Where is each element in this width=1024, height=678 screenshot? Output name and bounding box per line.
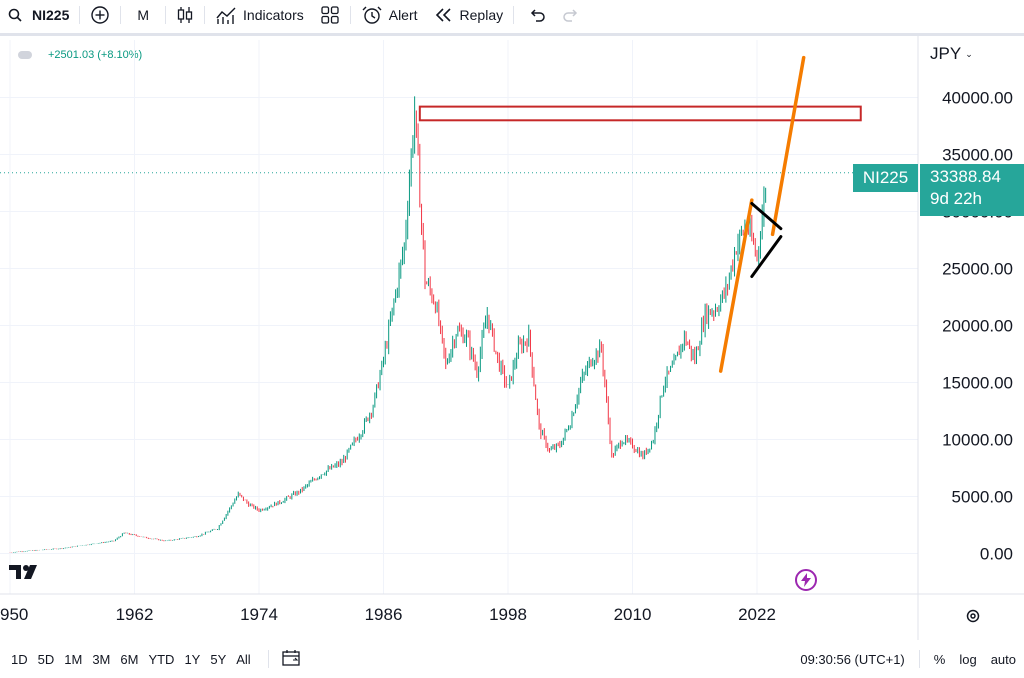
axis-settings-button[interactable] [964, 607, 982, 630]
range-6m[interactable]: 6M [120, 651, 139, 667]
plus-circle-icon [91, 6, 110, 24]
undo-icon [531, 9, 545, 22]
range-all[interactable]: All [236, 651, 251, 667]
tv-logo-icon [9, 565, 37, 579]
indicators-icon [216, 7, 236, 24]
separator [513, 6, 515, 24]
rewind-icon [435, 8, 451, 22]
separator [918, 650, 920, 668]
price-tick-label: 35000.00 [942, 146, 1013, 165]
time-tick-label: 1998 [489, 605, 527, 624]
redo-button[interactable] [558, 0, 584, 30]
separator [349, 6, 351, 24]
interval-label: M [137, 7, 150, 23]
time-tick-label: 1962 [116, 605, 154, 624]
chart-type-button[interactable] [168, 0, 202, 30]
bottom-right-controls: 09:30:56 (UTC+1) % log auto [800, 640, 1024, 678]
replay-button[interactable]: Replay [426, 0, 512, 30]
separator [204, 6, 206, 24]
chart-canvas[interactable]: 40000.0035000.0030000.0025000.0020000.00… [0, 0, 1024, 640]
alert-button[interactable]: Alert [353, 0, 426, 30]
layouts-button[interactable] [312, 0, 348, 30]
time-tick-label: 1974 [240, 605, 278, 624]
range-ytd[interactable]: YTD [148, 651, 175, 667]
bottom-toolbar: 1D 5D 1M 3M 6M YTD 1Y 5Y All 09:30:56 (U… [0, 640, 1024, 678]
date-range-button[interactable] [281, 648, 303, 671]
orange-trendline [770, 55, 806, 237]
symbol-name: NI225 [32, 7, 70, 23]
bar-countdown: 9d 22h [930, 189, 982, 208]
range-3m[interactable]: 3M [92, 651, 111, 667]
percent-toggle[interactable]: % [933, 651, 946, 667]
alert-label: Alert [388, 7, 418, 23]
separator [267, 650, 269, 668]
resistance-zone-rectangle [418, 105, 862, 122]
time-tick-label: 2010 [614, 605, 652, 624]
grid-layout-icon [321, 6, 339, 24]
separator [165, 6, 167, 24]
replay-label: Replay [459, 7, 504, 23]
price-tick-label: 5000.00 [952, 488, 1013, 507]
indicators-button[interactable]: Indicators [207, 0, 312, 30]
top-toolbar: NI225 M Indicators Alert Replay [0, 0, 1024, 30]
price-tick-label: 10000.00 [942, 431, 1013, 450]
range-5y[interactable]: 5Y [210, 651, 227, 667]
range-1d[interactable]: 1D [11, 651, 28, 667]
price-tick-label: 20000.00 [942, 317, 1013, 336]
time-tick-label: 2022 [738, 605, 776, 624]
log-toggle[interactable]: log [959, 651, 977, 667]
separator [79, 6, 81, 24]
last-price: 33388.84 [930, 167, 1001, 186]
range-1m[interactable]: 1M [64, 651, 83, 667]
price-tick-label: 15000.00 [942, 374, 1013, 393]
gear-icon [966, 609, 980, 623]
range-1y[interactable]: 1Y [184, 651, 201, 667]
calendar-range-icon [282, 649, 300, 666]
price-tick-label: 0.00 [980, 545, 1013, 564]
price-symbol-tag: NI225 [853, 164, 918, 192]
currency-selector[interactable]: JPY ⌄ [930, 44, 973, 64]
search-icon [8, 8, 22, 22]
time-tick-label: 950 [0, 605, 28, 624]
compare-button[interactable] [82, 0, 118, 30]
price-change-label: +2501.03 (+8.10%) [48, 49, 143, 61]
symbol-search[interactable]: NI225 [0, 0, 77, 30]
separator [120, 6, 122, 24]
lightning-icon [801, 573, 811, 587]
orange-trendline [718, 198, 754, 373]
price-value-tag: 33388.84 9d 22h [920, 164, 1024, 216]
interval-button[interactable]: M [123, 0, 163, 30]
range-5d[interactable]: 5D [37, 651, 55, 667]
chart-grid [0, 40, 918, 594]
legend-collapse-toggle[interactable] [18, 51, 32, 59]
auto-toggle[interactable]: auto [990, 651, 1016, 667]
time-axis: 950 1962 1974 1986 1998 2010 2022 [0, 593, 1024, 624]
wedge-trendline [750, 235, 783, 278]
price-series-layer [9, 96, 767, 553]
currency-label: JPY [930, 44, 962, 63]
drawings-layer [418, 55, 862, 373]
toolbar-divider [0, 33, 1024, 36]
wedge-trendline [750, 202, 783, 231]
price-tick-label: 25000.00 [942, 260, 1013, 279]
price-axis: 40000.0035000.0030000.0025000.0020000.00… [917, 36, 1013, 640]
time-tick-label: 1986 [365, 605, 403, 624]
undo-button[interactable] [516, 0, 558, 30]
alarm-clock-icon [362, 6, 382, 24]
redo-icon [563, 9, 578, 22]
indicators-label: Indicators [243, 7, 304, 23]
candles-icon [177, 7, 193, 23]
chevron-down-icon: ⌄ [965, 48, 973, 59]
events-button[interactable] [795, 569, 817, 591]
current-price-label: NI225 33388.84 9d 22h [853, 164, 1024, 216]
price-tick-label: 40000.00 [942, 89, 1013, 108]
clock[interactable]: 09:30:56 (UTC+1) [800, 651, 905, 667]
tradingview-logo[interactable] [9, 565, 41, 586]
